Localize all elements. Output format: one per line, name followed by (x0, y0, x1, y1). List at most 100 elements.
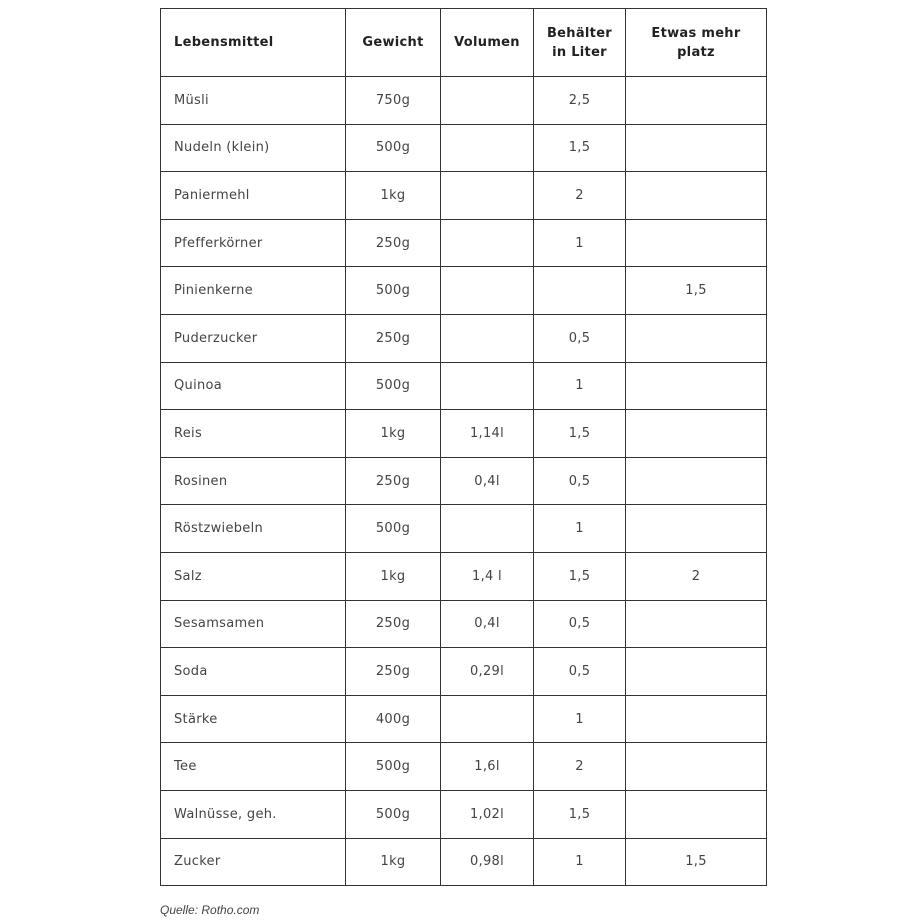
cell-gewicht: 1kg (345, 551, 441, 601)
cell-behaelter (533, 266, 626, 315)
cell-volumen: 0,4l (440, 456, 534, 506)
header-row: Lebensmittel Gewicht Volumen Behälter in… (160, 8, 767, 77)
table-row: Zucker 1kg 0,98l 1 1,5 (160, 837, 767, 887)
cell-mehr-platz (625, 599, 767, 649)
table-row: Nudeln (klein) 500g 1,5 (160, 123, 767, 173)
cell-lebensmittel: Reis (160, 409, 346, 458)
cell-lebensmittel: Quinoa (160, 361, 346, 411)
cell-lebensmittel: Stärke (160, 694, 346, 744)
cell-behaelter: 2 (533, 742, 626, 791)
cell-behaelter: 2 (533, 171, 626, 220)
cell-gewicht: 750g (345, 76, 441, 125)
cell-volumen (440, 504, 534, 553)
cell-behaelter: 1 (533, 694, 626, 744)
cell-mehr-platz (625, 456, 767, 506)
cell-gewicht: 500g (345, 742, 441, 791)
cell-gewicht: 1kg (345, 171, 441, 220)
cell-behaelter: 1,5 (533, 409, 626, 458)
cell-lebensmittel: Röstzwiebeln (160, 504, 346, 553)
cell-volumen (440, 76, 534, 125)
table-row: Reis 1kg 1,14l 1,5 (160, 409, 767, 458)
cell-behaelter: 0,5 (533, 313, 626, 363)
cell-mehr-platz: 1,5 (625, 266, 767, 315)
cell-lebensmittel: Rosinen (160, 456, 346, 506)
cell-behaelter: 1 (533, 504, 626, 553)
table-row: Röstzwiebeln 500g 1 (160, 504, 767, 553)
cell-lebensmittel: Pfefferkörner (160, 218, 346, 268)
cell-volumen (440, 361, 534, 411)
cell-lebensmittel: Tee (160, 742, 346, 791)
cell-lebensmittel: Zucker (160, 837, 346, 887)
cell-volumen (440, 123, 534, 173)
cell-volumen: 1,4 l (440, 551, 534, 601)
cell-volumen (440, 171, 534, 220)
cell-behaelter: 1,5 (533, 551, 626, 601)
cell-mehr-platz (625, 313, 767, 363)
cell-volumen: 1,6l (440, 742, 534, 791)
cell-gewicht: 250g (345, 218, 441, 268)
header-lebensmittel: Lebensmittel (160, 8, 346, 77)
food-container-table: Lebensmittel Gewicht Volumen Behälter in… (160, 8, 767, 887)
cell-gewicht: 1kg (345, 837, 441, 887)
table-row: Stärke 400g 1 (160, 694, 767, 744)
table-row: Walnüsse, geh. 500g 1,02l 1,5 (160, 789, 767, 839)
table-row: Paniermehl 1kg 2 (160, 171, 767, 220)
cell-mehr-platz: 2 (625, 551, 767, 601)
cell-volumen: 1,14l (440, 409, 534, 458)
cell-gewicht: 500g (345, 504, 441, 553)
cell-volumen (440, 694, 534, 744)
cell-mehr-platz (625, 742, 767, 791)
cell-volumen: 0,98l (440, 837, 534, 887)
header-gewicht: Gewicht (345, 8, 441, 77)
table-row: Pinienkerne 500g 1,5 (160, 266, 767, 315)
cell-behaelter: 1,5 (533, 123, 626, 173)
cell-lebensmittel: Paniermehl (160, 171, 346, 220)
cell-gewicht: 500g (345, 361, 441, 411)
table-row: Müsli 750g 2,5 (160, 76, 767, 125)
cell-volumen: 1,02l (440, 789, 534, 839)
cell-behaelter: 1 (533, 361, 626, 411)
cell-lebensmittel: Soda (160, 647, 346, 696)
cell-mehr-platz (625, 694, 767, 744)
cell-mehr-platz (625, 171, 767, 220)
cell-behaelter: 1 (533, 218, 626, 268)
cell-gewicht: 400g (345, 694, 441, 744)
cell-lebensmittel: Puderzucker (160, 313, 346, 363)
header-mehr-platz: Etwas mehr platz (625, 8, 767, 77)
cell-lebensmittel: Sesamsamen (160, 599, 346, 649)
cell-behaelter: 2,5 (533, 76, 626, 125)
cell-mehr-platz (625, 409, 767, 458)
cell-mehr-platz (625, 504, 767, 553)
cell-gewicht: 250g (345, 599, 441, 649)
cell-mehr-platz (625, 123, 767, 173)
cell-gewicht: 1kg (345, 409, 441, 458)
table-row: Pfefferkörner 250g 1 (160, 218, 767, 268)
table-row: Soda 250g 0,29l 0,5 (160, 647, 767, 696)
table-row: Tee 500g 1,6l 2 (160, 742, 767, 791)
cell-behaelter: 0,5 (533, 599, 626, 649)
source-note: Quelle: Rotho.com (160, 903, 260, 917)
cell-gewicht: 500g (345, 789, 441, 839)
cell-lebensmittel: Salz (160, 551, 346, 601)
table-row: Rosinen 250g 0,4l 0,5 (160, 456, 767, 506)
cell-gewicht: 250g (345, 456, 441, 506)
table-body: Müsli 750g 2,5 Nudeln (klein) 500g 1,5 Panierm… (160, 76, 767, 887)
cell-volumen (440, 218, 534, 268)
cell-mehr-platz: 1,5 (625, 837, 767, 887)
table-row: Sesamsamen 250g 0,4l 0,5 (160, 599, 767, 649)
cell-lebensmittel: Müsli (160, 76, 346, 125)
cell-mehr-platz (625, 361, 767, 411)
cell-lebensmittel: Nudeln (klein) (160, 123, 346, 173)
cell-behaelter: 1 (533, 837, 626, 887)
cell-lebensmittel: Pinienkerne (160, 266, 346, 315)
cell-mehr-platz (625, 218, 767, 268)
header-behaelter: Behälter in Liter (533, 8, 626, 77)
table-row: Quinoa 500g 1 (160, 361, 767, 411)
header-volumen: Volumen (440, 8, 534, 77)
cell-gewicht: 250g (345, 313, 441, 363)
cell-behaelter: 0,5 (533, 456, 626, 506)
cell-gewicht: 500g (345, 123, 441, 173)
cell-behaelter: 1,5 (533, 789, 626, 839)
table-row: Salz 1kg 1,4 l 1,5 2 (160, 551, 767, 601)
cell-mehr-platz (625, 76, 767, 125)
